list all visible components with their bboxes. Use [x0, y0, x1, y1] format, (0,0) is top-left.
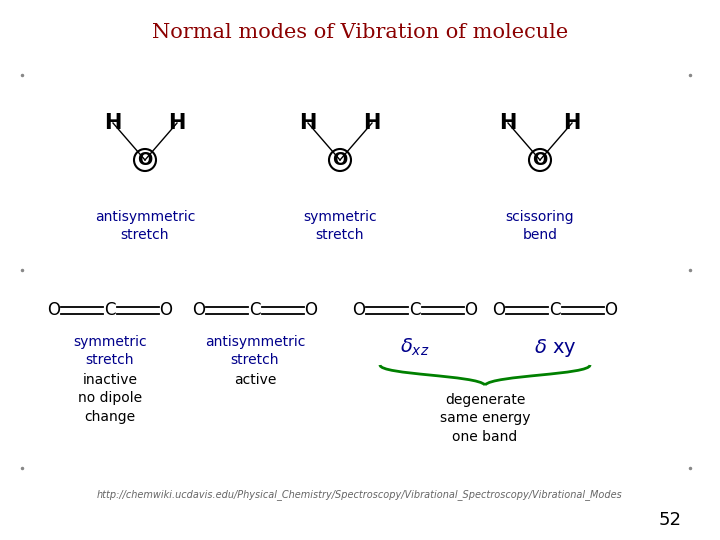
Text: 52: 52: [659, 511, 682, 529]
Text: H: H: [300, 113, 317, 133]
Text: O: O: [605, 301, 618, 319]
Text: antisymmetric
stretch: antisymmetric stretch: [95, 210, 195, 242]
Text: $\delta$ xy: $\delta$ xy: [534, 337, 576, 359]
Text: C: C: [104, 301, 116, 319]
Text: O: O: [464, 301, 477, 319]
Text: symmetric
stretch: symmetric stretch: [73, 335, 147, 367]
Text: H: H: [563, 113, 581, 133]
Text: H: H: [364, 113, 381, 133]
Text: O: O: [160, 301, 173, 319]
Text: O: O: [48, 301, 60, 319]
Text: H: H: [168, 113, 186, 133]
Text: H: H: [104, 113, 122, 133]
Text: inactive
no dipole
change: inactive no dipole change: [78, 373, 142, 424]
Text: C: C: [549, 301, 561, 319]
Text: O: O: [305, 301, 318, 319]
Text: Normal modes of Vibration of molecule: Normal modes of Vibration of molecule: [152, 23, 568, 42]
Text: O: O: [353, 301, 366, 319]
Text: active: active: [234, 373, 276, 387]
Text: degenerate
same energy
one band: degenerate same energy one band: [440, 393, 530, 444]
Text: O: O: [138, 151, 153, 169]
Text: $\delta_{xz}$: $\delta_{xz}$: [400, 337, 430, 359]
Text: http://chemwiki.ucdavis.edu/Physical_Chemistry/Spectroscopy/Vibrational_Spectros: http://chemwiki.ucdavis.edu/Physical_Che…: [97, 490, 623, 501]
Text: O: O: [333, 151, 348, 169]
Text: antisymmetric
stretch: antisymmetric stretch: [204, 335, 305, 367]
Text: H: H: [499, 113, 517, 133]
Text: symmetric
stretch: symmetric stretch: [303, 210, 377, 242]
Text: C: C: [409, 301, 420, 319]
Text: O: O: [492, 301, 505, 319]
Text: C: C: [249, 301, 261, 319]
Text: scissoring
bend: scissoring bend: [505, 210, 575, 242]
Text: O: O: [532, 151, 548, 169]
Text: O: O: [192, 301, 205, 319]
